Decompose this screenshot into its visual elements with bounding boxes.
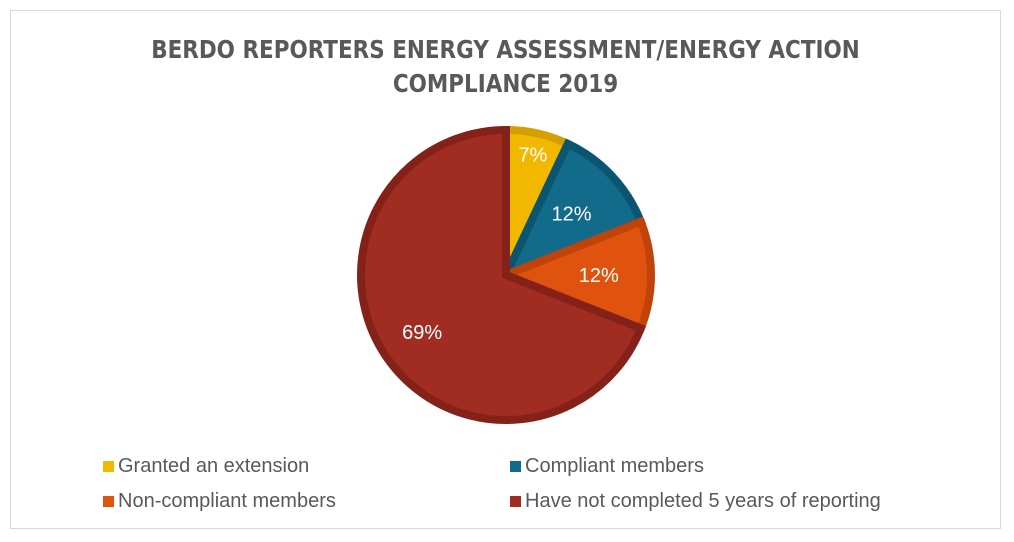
legend-item-not-completed-5-years: Have not completed 5 years of reporting [510, 490, 881, 513]
pie-slices [357, 125, 655, 424]
legend-label-not-completed-5-years: Have not completed 5 years of reporting [525, 490, 881, 512]
legend-label-granted-extension: Granted an extension [118, 455, 310, 477]
legend-item-granted-extension: Granted an extension [103, 455, 309, 478]
legend-swatch-compliant-members [510, 461, 521, 472]
pie-slice-not-completed-5-years [357, 125, 647, 424]
legend-swatch-non-compliant-members [103, 496, 114, 507]
pie-labels: 7% 12% 12% 69% [402, 145, 619, 344]
pie-label-compliant-members: 12% [551, 204, 591, 226]
chart-title: BERDO REPORTERS ENERGY ASSESSMENT/ENERGY… [80, 33, 931, 101]
pie-slice-non-compliant-members [495, 216, 655, 334]
chart-title-line-1: BERDO REPORTERS ENERGY ASSESSMENT/ENERGY… [151, 35, 860, 64]
pie-label-not-completed-5-years: 69% [402, 322, 442, 344]
pie-slice-compliant-members [498, 138, 647, 283]
pie-label-non-compliant-members: 12% [579, 265, 619, 287]
legend-label-non-compliant-members: Non-compliant members [118, 490, 336, 512]
legend-item-compliant-members: Compliant members [510, 455, 704, 478]
legend-swatch-granted-extension [103, 461, 114, 472]
legend-swatch-not-completed-5-years [510, 496, 521, 507]
pie-label-granted-extension: 7% [518, 145, 547, 167]
chart-title-line-2: COMPLIANCE 2019 [392, 69, 619, 98]
legend-item-non-compliant-members: Non-compliant members [103, 490, 336, 513]
legend-label-compliant-members: Compliant members [525, 455, 704, 477]
